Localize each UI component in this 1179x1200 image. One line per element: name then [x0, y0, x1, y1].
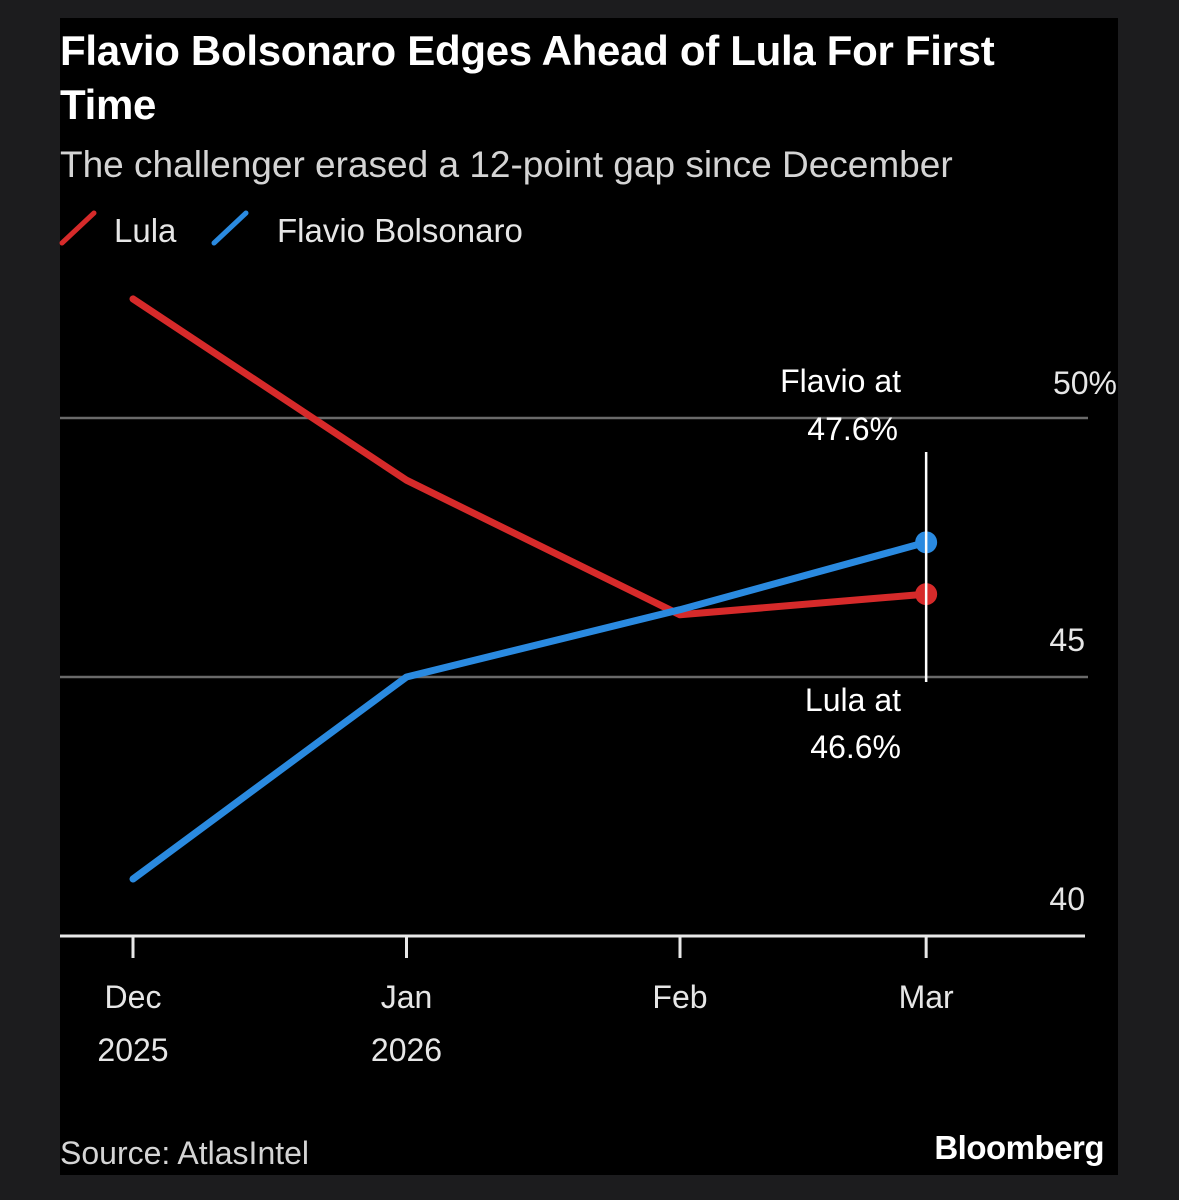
y-tick-label-2: 50% [1053, 365, 1117, 401]
series-line-0 [129, 295, 930, 619]
annotation-lula-line1: Lula at [805, 682, 901, 718]
annotation-flavio-value: 47.6% [807, 411, 898, 447]
legend-label-0: Lula [114, 212, 177, 249]
legend-swatch-0 [59, 210, 97, 246]
x-tick-label-1: Jan [381, 979, 433, 1015]
annotation-flavio-line1: Flavio at [780, 363, 901, 399]
legend: Lula Flavio Bolsonaro [59, 210, 523, 249]
y-tick-label-1: 45 [1049, 622, 1085, 658]
gridlines [60, 416, 1088, 938]
x-tick-label-3: Mar [899, 979, 954, 1015]
legend-swatch-1 [211, 210, 249, 246]
bloomberg-logo: Bloomberg [934, 1129, 1104, 1166]
y-tick-label-0: 40 [1049, 881, 1085, 917]
series-line-1 [129, 538, 930, 883]
annotation-lula-value: 46.6% [810, 729, 901, 765]
legend-label-1: Flavio Bolsonaro [277, 212, 523, 249]
chart-subtitle: The challenger erased a 12-point gap sin… [60, 144, 953, 185]
chart-card [60, 18, 1118, 1175]
chart-title: Flavio Bolsonaro Edges Ahead of Lula For… [60, 27, 995, 128]
annotations: Flavio at 47.6% Lula at 46.6% [780, 363, 928, 765]
source-note: Source: AtlasIntel [60, 1135, 310, 1171]
y-axis: 40 45 50% [1049, 365, 1117, 917]
x-tick-sublabel-0: 2025 [97, 1032, 168, 1068]
x-tick-label-2: Feb [652, 979, 707, 1015]
x-tick-label-0: Dec [105, 979, 162, 1015]
x-axis: Dec 2025 Jan 2026 Feb Mar [97, 936, 954, 1068]
x-tick-sublabel-1: 2026 [371, 1032, 442, 1068]
